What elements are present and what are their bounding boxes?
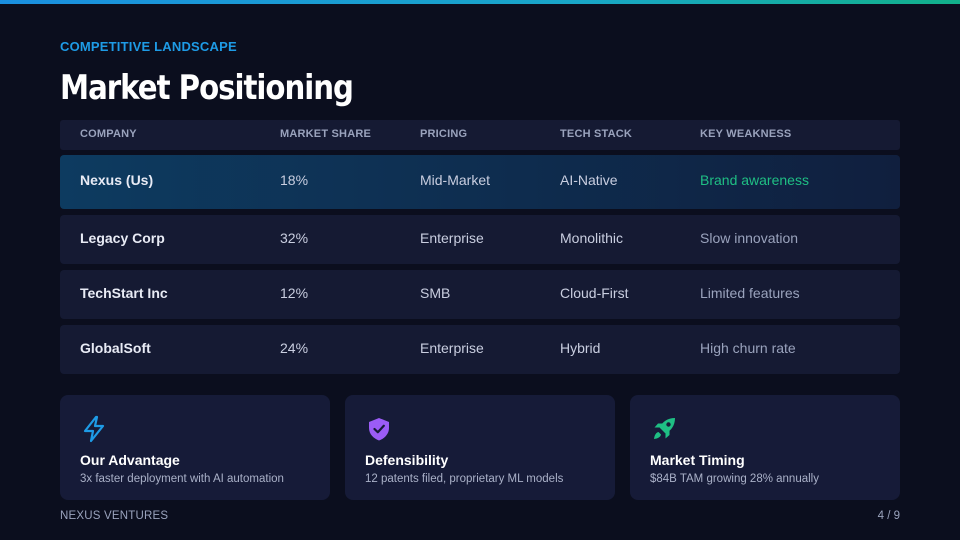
card-description: 3x faster deployment with AI automation xyxy=(80,473,284,485)
column-header-pricing: PRICING xyxy=(420,128,468,140)
column-header-key-weakness: KEY WEAKNESS xyxy=(700,128,792,140)
competitor-table: COMPANY MARKET SHARE PRICING TECH STACK … xyxy=(60,120,900,374)
cell-key-weakness: Brand awareness xyxy=(700,172,809,188)
table-row: Nexus (Us) 18% Mid-Market AI-Native Bran… xyxy=(60,155,900,209)
cell-pricing: Enterprise xyxy=(420,340,484,356)
table-row: Legacy Corp 32% Enterprise Monolithic Sl… xyxy=(60,215,900,264)
cell-tech-stack: Monolithic xyxy=(560,230,624,246)
card-title: Our Advantage xyxy=(80,452,180,468)
footer-brand: NEXUS VENTURES xyxy=(60,510,169,522)
cell-market-share: 32% xyxy=(280,230,309,246)
table-header: COMPANY MARKET SHARE PRICING TECH STACK … xyxy=(60,120,900,150)
cell-market-share: 18% xyxy=(280,172,309,188)
lightning-bolt-icon xyxy=(83,415,105,443)
cell-key-weakness: Slow innovation xyxy=(700,230,799,246)
cell-pricing: Enterprise xyxy=(420,230,484,246)
page-title: Market Positioning xyxy=(60,68,354,108)
cell-pricing: Mid-Market xyxy=(420,172,491,188)
cell-key-weakness: Limited features xyxy=(700,285,800,301)
cell-tech-stack: AI-Native xyxy=(560,172,618,188)
section-eyebrow: COMPETITIVE LANDSCAPE xyxy=(60,39,237,54)
page-number: 4 / 9 xyxy=(877,510,900,522)
defensibility-card: Defensibility 12 patents filed, propriet… xyxy=(345,395,615,500)
shield-check-icon xyxy=(369,418,389,441)
card-description: $84B TAM growing 28% annually xyxy=(650,473,819,485)
card-title: Market Timing xyxy=(650,452,745,468)
advantage-card: Our Advantage 3x faster deployment with … xyxy=(60,395,330,500)
market-timing-card: Market Timing $84B TAM growing 28% annua… xyxy=(630,395,900,500)
top-accent-bar xyxy=(0,0,960,4)
card-title: Defensibility xyxy=(365,452,449,468)
cell-market-share: 12% xyxy=(280,285,309,301)
cell-company: Nexus (Us) xyxy=(80,172,154,188)
cell-key-weakness: High churn rate xyxy=(700,340,796,356)
cell-pricing: SMB xyxy=(420,285,451,301)
table-row: GlobalSoft 24% Enterprise Hybrid High ch… xyxy=(60,325,900,374)
column-header-tech-stack: TECH STACK xyxy=(560,128,633,140)
cell-company: GlobalSoft xyxy=(80,340,151,356)
cell-market-share: 24% xyxy=(280,340,309,356)
cell-company: TechStart Inc xyxy=(80,285,168,301)
rocket-icon xyxy=(654,418,675,439)
cell-company: Legacy Corp xyxy=(80,230,165,246)
table-row: TechStart Inc 12% SMB Cloud-First Limite… xyxy=(60,270,900,319)
card-description: 12 patents filed, proprietary ML models xyxy=(365,473,564,485)
column-header-company: COMPANY xyxy=(80,128,137,140)
cell-tech-stack: Cloud-First xyxy=(560,285,629,301)
column-header-market-share: MARKET SHARE xyxy=(280,128,372,140)
cell-tech-stack: Hybrid xyxy=(560,340,601,356)
